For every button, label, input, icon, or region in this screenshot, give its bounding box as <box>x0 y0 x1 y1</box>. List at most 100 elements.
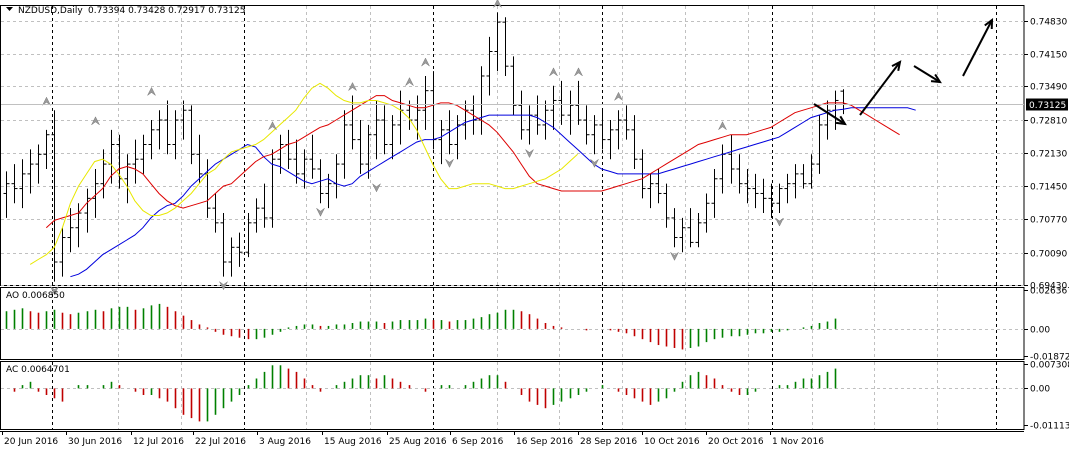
ohlc-bar <box>140 134 147 174</box>
panel-frame-2 <box>0 287 1025 360</box>
ohlc-bar <box>752 173 759 209</box>
panel-frame-3 <box>0 361 1025 430</box>
fractal-up-arrow <box>348 82 357 91</box>
alligator-jaw-line <box>70 107 916 278</box>
ohlc-bar <box>486 36 493 96</box>
ohlc-bar <box>381 105 388 155</box>
ohlc-bar <box>695 213 702 248</box>
ohlc-bar <box>172 110 179 160</box>
ohlc-bar <box>736 154 743 194</box>
ohlc-bar <box>357 120 364 174</box>
ohlc-bar <box>711 168 718 218</box>
ohlc-bar <box>124 154 131 204</box>
price-tick-label: 0.71450 <box>1030 183 1067 193</box>
fractal-down-arrow <box>445 159 454 168</box>
ohlc-bar <box>309 134 316 179</box>
fractal-up-arrow <box>42 96 51 106</box>
forecast-arrow-head <box>891 60 902 72</box>
time-tick-label: 3 Aug 2016 <box>259 437 311 447</box>
ohlc-bar <box>816 115 823 174</box>
ohlc-bar <box>373 100 380 160</box>
ohlc-bar <box>84 188 91 233</box>
symbol-dropdown-icon[interactable] <box>6 7 13 11</box>
ohlc-bar <box>3 171 10 218</box>
ohlc-bar <box>550 85 557 130</box>
ohlc-bar <box>575 80 582 125</box>
time-tick-label: 25 Aug 2016 <box>389 437 447 447</box>
ohlc-bar <box>728 134 735 184</box>
fractal-up-arrow <box>268 121 277 130</box>
time-tick-label: 30 Jun 2016 <box>68 437 122 447</box>
time-tick-label: 6 Sep 2016 <box>452 437 504 447</box>
ohlc-bar <box>261 183 268 228</box>
panel-frame-1 <box>0 5 1025 286</box>
ohlc-bar <box>245 213 252 258</box>
fractal-down-arrow <box>775 217 784 227</box>
forecast-arrow-shaft <box>913 65 941 83</box>
price-tick-label: 0.70770 <box>1030 216 1067 226</box>
forecast-arrow <box>813 103 847 126</box>
fractal-down-arrow <box>316 208 325 217</box>
fractal-up-arrow <box>147 86 156 96</box>
ohlc-bar <box>599 110 606 150</box>
price-tick-label: 0.73490 <box>1030 83 1067 93</box>
fractal-up-arrow <box>718 121 727 130</box>
ohlc-bar <box>422 75 429 130</box>
ohlc-bar <box>156 110 163 150</box>
price-tick-label: 0.72130 <box>1030 150 1067 160</box>
fractal-down-arrow <box>525 149 534 159</box>
ohlc-bar <box>301 149 308 189</box>
ohlc-bar <box>534 95 541 135</box>
ohlc-bar <box>583 105 590 145</box>
ohlc-bar <box>671 208 678 248</box>
fractal-down-arrow <box>50 286 59 296</box>
ao-tick-label: -0.018724 <box>1030 353 1069 363</box>
forecast-arrow-shaft <box>859 61 901 116</box>
ohlc-bar <box>220 213 227 277</box>
ao-tick-label: 0.00 <box>1030 326 1050 336</box>
price-tick-label: 0.74150 <box>1030 51 1067 61</box>
ohlc-bar <box>462 100 469 140</box>
ohlc-bar <box>35 144 42 184</box>
ohlc-bar <box>792 164 799 199</box>
ohlc-bar <box>744 168 751 204</box>
ohlc-bar <box>502 17 509 76</box>
forecast-arrow <box>913 65 942 84</box>
ohlc-bar <box>389 115 396 160</box>
ohlc-bar <box>132 139 139 184</box>
ohlc-bar <box>824 100 831 140</box>
ohlc-bar <box>253 198 260 233</box>
time-tick-label: 20 Jun 2016 <box>4 437 58 447</box>
alligator-teeth-line <box>45 95 900 229</box>
ohlc-bar <box>59 227 66 277</box>
ohlc-bar <box>703 193 710 233</box>
fractal-up-arrow <box>614 91 623 101</box>
ohlc-bar <box>615 110 622 150</box>
time-tick-label: 1 Nov 2016 <box>772 437 824 447</box>
ohlc-bar <box>776 183 783 214</box>
ohlc-bar <box>623 105 630 140</box>
fractal-down-arrow <box>219 281 228 291</box>
ohlc-bar <box>768 183 775 218</box>
time-tick-label: 15 Aug 2016 <box>324 437 382 447</box>
ohlc-bar <box>542 100 549 140</box>
ohlc-bar <box>212 193 219 233</box>
ac-tick-label: -0.011138 <box>1030 422 1069 432</box>
ohlc-bar <box>510 56 517 116</box>
price-tick-label: 0.74830 <box>1030 18 1067 28</box>
ac-tick-label: 0.007308 <box>1030 361 1069 371</box>
ac-title: AC 0.0064701 <box>6 365 70 375</box>
ohlc-bar <box>687 208 694 248</box>
forecast-arrow-shaft <box>962 19 993 77</box>
ohlc-bar <box>365 124 372 179</box>
ohlc-bar <box>607 120 614 160</box>
time-tick-label: 12 Jul 2016 <box>133 437 184 447</box>
fractal-up-arrow <box>549 67 558 77</box>
ao-title: AO 0.006850 <box>6 291 65 301</box>
fractal-up-arrow <box>574 67 583 77</box>
ohlc-bar <box>760 178 767 214</box>
ohlc-bar <box>236 232 243 267</box>
time-tick-label: 22 Jul 2016 <box>195 437 246 447</box>
ohlc-bar <box>269 149 276 228</box>
